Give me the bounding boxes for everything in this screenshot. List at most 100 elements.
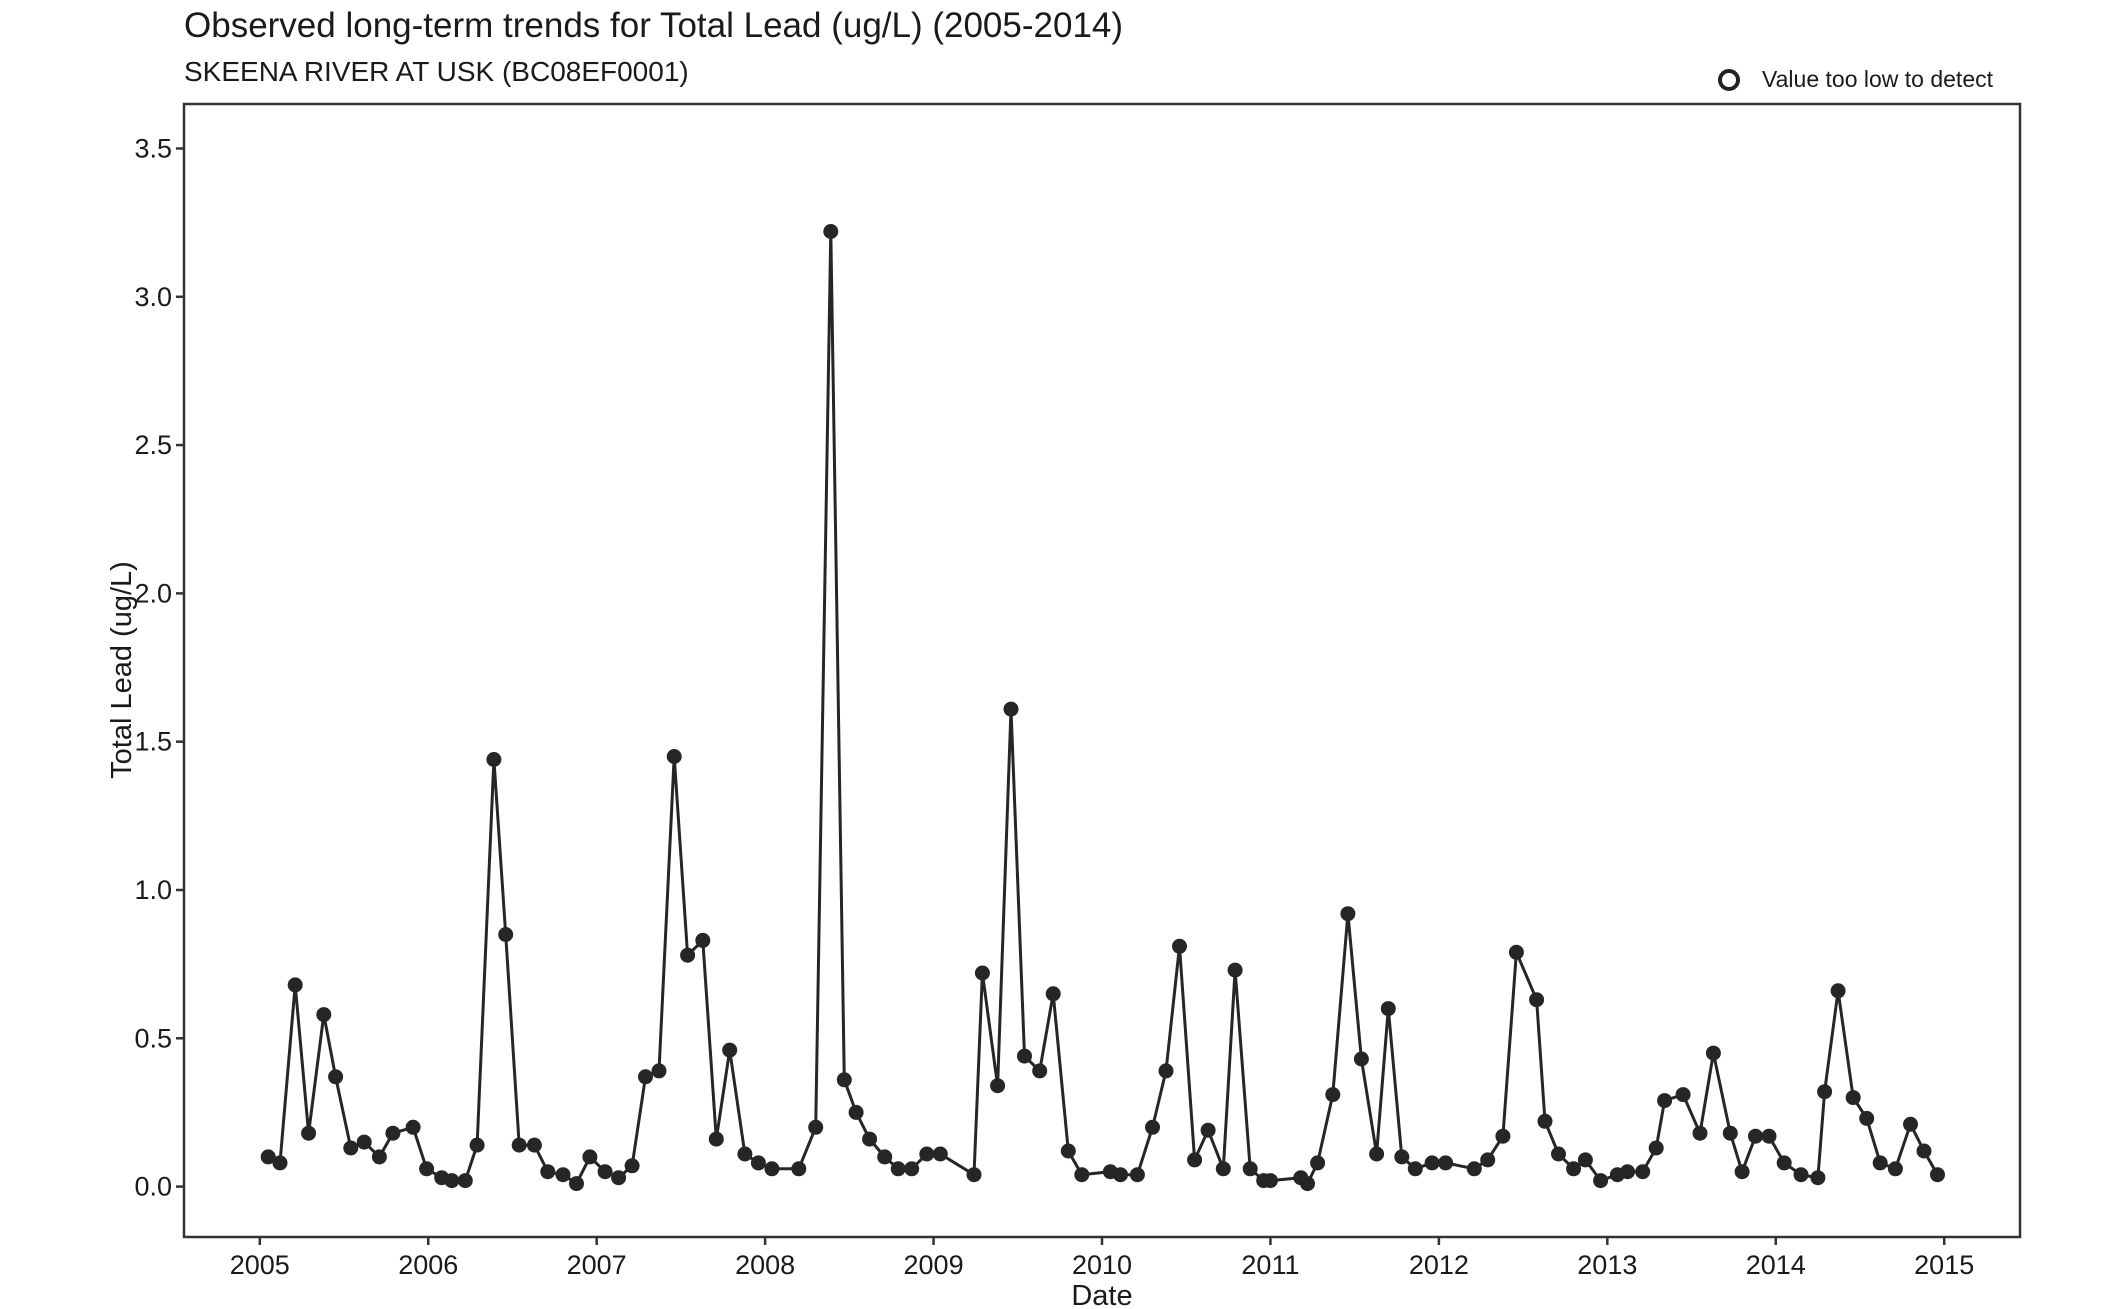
data-point [1017,1048,1032,1064]
data-point [1748,1128,1763,1144]
data-point [877,1149,893,1165]
data-point [498,927,514,942]
x-tick-label: 2008 [735,1250,795,1280]
legend-label: Value too low to detect [1762,66,1993,92]
data-point [651,1063,667,1079]
data-point [695,932,711,948]
y-tick-label: 2.0 [134,578,172,608]
open-circle-icon [1718,68,1740,91]
data-point [1060,1143,1076,1159]
data-point [1817,1084,1833,1100]
data-points [260,224,1945,1192]
data-point [328,1069,344,1085]
data-point [1537,1113,1553,1129]
data-point [1887,1161,1903,1177]
data-point [1262,1173,1278,1189]
plot-panel [182,102,2022,1239]
y-tick-label: 1.5 [134,727,172,757]
x-tick-label: 2014 [1746,1250,1806,1280]
data-point [1845,1090,1861,1106]
data-point [737,1146,753,1162]
x-tick-label: 2013 [1577,1250,1637,1280]
data-point [555,1167,571,1183]
data-point [540,1164,556,1180]
data-point [904,1161,920,1177]
data-point [1657,1093,1673,1109]
chart-subtitle: SKEENA RIVER AT USK (BC08EF0001) [184,56,689,87]
data-point [371,1149,387,1165]
data-point [990,1078,1006,1094]
x-tick-label: 2011 [1241,1250,1299,1280]
data-point [1508,944,1524,960]
data-point [1810,1170,1826,1186]
data-point [848,1104,864,1120]
y-tick-label: 2.5 [134,430,172,460]
x-tick-label: 2006 [398,1250,458,1280]
data-point [1369,1146,1385,1162]
data-point [526,1137,542,1153]
data-point [1859,1110,1875,1126]
data-point [1577,1152,1593,1168]
data-point [1551,1146,1566,1162]
data-point [469,1137,485,1153]
data-point [444,1173,460,1189]
data-point [405,1119,421,1135]
data-point [708,1131,724,1147]
data-point [722,1042,738,1058]
x-tick-label: 2010 [1072,1250,1132,1280]
y-axis-title: Total Lead (ug/L) [106,561,138,779]
data-point [624,1158,640,1174]
data-point [316,1007,332,1023]
data-point [1424,1155,1440,1171]
data-point [385,1125,401,1141]
data-point [1340,906,1356,922]
x-axis: 2005 2006 2007 2008 2009 2010 2011 2012 2013 2014… [230,1237,1974,1280]
data-point [1529,992,1545,1008]
data-point [1003,701,1019,717]
data-point [486,752,502,767]
data-point [356,1134,372,1150]
data-point [1466,1161,1482,1177]
data-point [1032,1063,1048,1079]
data-point [1705,1045,1721,1061]
data-point [1129,1167,1145,1183]
x-tick-label: 2012 [1409,1250,1469,1280]
data-point [1903,1116,1918,1132]
data-point [1407,1161,1423,1177]
y-axis: 0.0 0.5 1.0 1.5 2.0 2.5 3.0 3.5 [134,133,184,1202]
data-point [823,224,839,239]
data-point [1310,1155,1326,1171]
data-point [1761,1128,1777,1144]
data-point [569,1176,584,1192]
data-point [1045,986,1061,1002]
data-point [1916,1143,1932,1159]
data-point [1200,1122,1216,1138]
data-point [1566,1161,1582,1177]
data-point [1648,1140,1664,1156]
data-point [1158,1063,1174,1079]
data-point [1325,1087,1341,1103]
data-point [1113,1167,1128,1183]
data-point [272,1155,288,1171]
x-tick-label: 2007 [567,1250,627,1280]
data-point [1734,1164,1750,1180]
chart-title: Observed long-term trends for Total Lead… [184,6,1124,45]
data-point [457,1173,473,1189]
data-point [597,1164,613,1180]
data-point [638,1069,653,1085]
x-tick-label: 2009 [904,1250,964,1280]
data-point [1172,938,1187,954]
y-tick-label: 0.0 [134,1172,172,1202]
data-point [1620,1164,1635,1180]
data-point [582,1149,598,1165]
x-axis-title: Date [1071,1280,1132,1309]
data-point [836,1072,852,1088]
data-point [1300,1176,1315,1192]
data-point [1380,1001,1396,1017]
data-point [1438,1155,1454,1171]
data-point [791,1161,807,1177]
data-point [1242,1161,1258,1177]
data-point [974,965,990,981]
data-point [1480,1152,1496,1168]
